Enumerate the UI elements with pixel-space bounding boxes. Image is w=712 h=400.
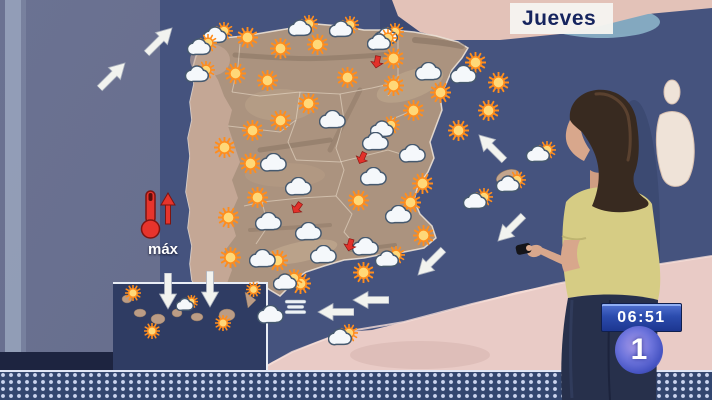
sleeve-hem (561, 235, 587, 241)
channel-number: 1 (630, 333, 648, 366)
up-arrow-icon (160, 192, 176, 225)
max-label: máx (147, 241, 179, 258)
day-label: Jueves (522, 6, 597, 30)
jeans-highlight (569, 299, 574, 399)
thermometer-icon (140, 190, 176, 239)
corsica-sardinia (655, 79, 695, 187)
day-banner: Jueves (510, 3, 613, 34)
portugal-landmass (186, 64, 240, 292)
presenter-thumb (526, 245, 532, 251)
max-temp-legend: máx (132, 188, 194, 258)
hair-highlight (594, 92, 632, 162)
presenter-top (562, 186, 661, 300)
clock-time: 06:51 (617, 308, 666, 326)
studio-light-stripe-edge (21, 0, 26, 372)
presenter-face (565, 120, 590, 161)
africa-terrain (350, 341, 490, 369)
studio-light-stripe (5, 0, 21, 372)
la1-channel-logo: 1 (615, 326, 663, 374)
